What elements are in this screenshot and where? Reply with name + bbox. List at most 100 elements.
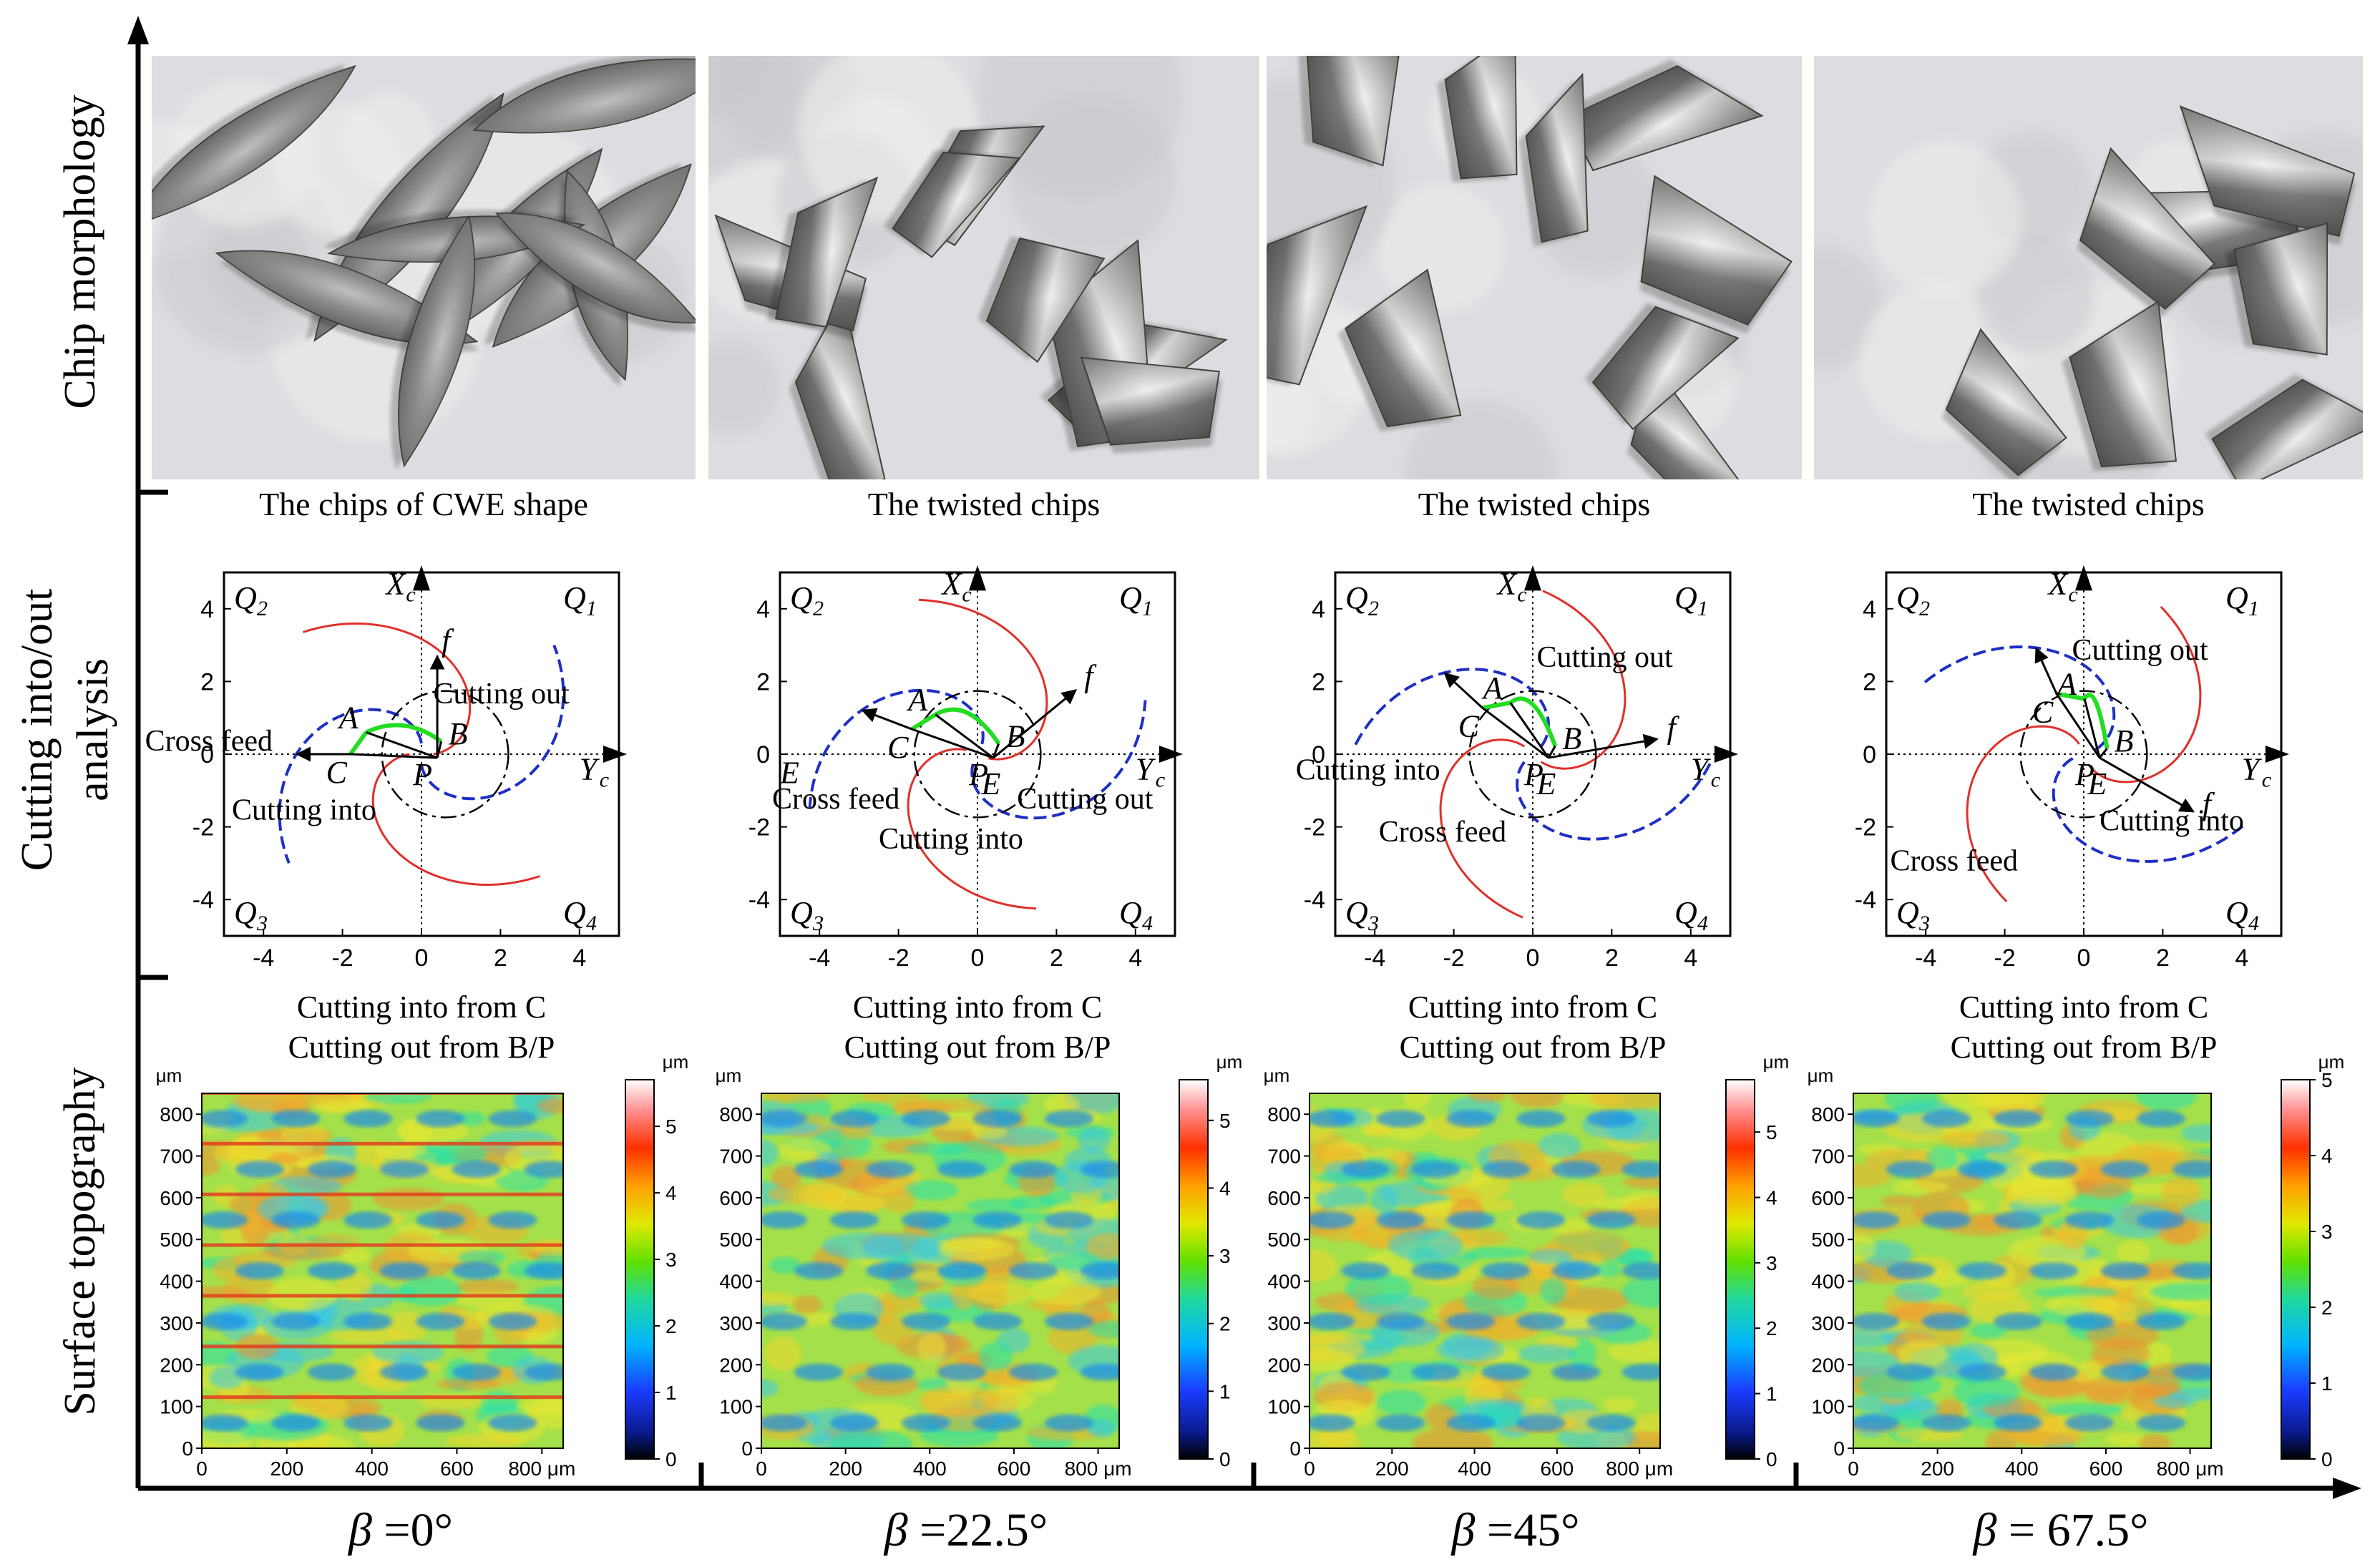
- chip-highlight: [152, 66, 355, 227]
- topo-pocket: [866, 1363, 915, 1381]
- topo-pocket: [937, 1161, 986, 1178]
- topo-pocket: [1009, 1161, 1058, 1178]
- label-cross-feed: Cross feed: [145, 725, 273, 758]
- topo-patch: [1969, 1323, 2007, 1339]
- topo-pocket: [1586, 1414, 1636, 1432]
- quadrant-label-q3: Q: [1345, 895, 1368, 930]
- feed-arrow: [1548, 733, 1659, 759]
- topo-pocket: [2137, 1211, 2185, 1229]
- topo-pocket: [2172, 1161, 2211, 1178]
- topo-pocket: [1516, 1312, 1566, 1330]
- topo-pocket: [1341, 1161, 1390, 1178]
- topo-patch: [761, 1139, 779, 1167]
- topo-patch: [1885, 1093, 1939, 1116]
- topo-pocket: [271, 1110, 321, 1128]
- topo-pocket: [902, 1110, 950, 1128]
- chip: [390, 215, 475, 470]
- topo-pocket: [1081, 1363, 1119, 1381]
- topo-patch: [1622, 1176, 1660, 1189]
- topo-y-tick-label: 600: [1267, 1187, 1301, 1209]
- topo-border: [1853, 1093, 2212, 1449]
- topo-patch: [761, 1292, 799, 1307]
- colorbar-tick-label: 5: [2321, 1069, 2333, 1091]
- topo-pocket: [235, 1262, 284, 1279]
- radius-line-B: [2098, 748, 2108, 759]
- topo-patch: [1540, 1278, 1567, 1304]
- quadrant-label-q1-subscript: 1: [586, 597, 597, 620]
- colorbar-tick-label: 5: [665, 1116, 677, 1138]
- colorbar: [1179, 1079, 1209, 1460]
- colorbar-tick-label: 0: [1219, 1448, 1231, 1470]
- quadrant-label-q3-subscript: 3: [1918, 912, 1930, 935]
- tool-path-red-2: [1540, 590, 1627, 770]
- topo-x-tick-label: 400: [355, 1458, 389, 1480]
- topo-patch: [1941, 1131, 2011, 1148]
- topo-patch: [829, 1429, 913, 1448]
- topo-y-tick-label: 500: [1267, 1229, 1301, 1251]
- topo-patch: [2140, 1342, 2172, 1370]
- topo-pocket: [973, 1414, 1022, 1432]
- yc-axis-label: Y: [1136, 752, 1156, 787]
- tool-path-red-1: [371, 753, 540, 886]
- topo-pocket: [1958, 1161, 2006, 1178]
- beta-value: =45°: [1487, 1504, 1580, 1556]
- topo-pocket: [343, 1312, 393, 1330]
- topo-pocket: [1045, 1110, 1093, 1128]
- y-tick-label: 0: [1863, 741, 1876, 768]
- y-tick-label: -4: [192, 887, 214, 914]
- topo-pocket: [973, 1211, 1022, 1229]
- topo-patch: [364, 1093, 431, 1104]
- topo-x-tick-label: 800 μm: [1065, 1458, 1132, 1480]
- topo-pocket: [1411, 1363, 1460, 1381]
- topo-pocket: [1081, 1262, 1119, 1279]
- topo-patch: [479, 1390, 519, 1416]
- topo-pocket: [937, 1262, 986, 1279]
- topo-pocket: [1958, 1262, 2006, 1279]
- topo-patch: [761, 1093, 829, 1103]
- topo-x-tick-label: 600: [2089, 1458, 2123, 1480]
- chip-photo: [152, 56, 696, 479]
- topo-y-unit: μm: [1264, 1065, 1290, 1086]
- chip-edge-green: [2056, 691, 2085, 701]
- topo-pocket: [271, 1312, 321, 1330]
- quadrant-label-q3: Q: [790, 895, 813, 930]
- label-B: B: [449, 716, 468, 751]
- tool-path-blue-1: [278, 708, 423, 864]
- topo-y-tick-label: 200: [1811, 1354, 1845, 1376]
- exit-text: Cutting out from B/P: [1951, 1030, 2218, 1065]
- topo-ridge: [202, 1344, 563, 1349]
- xc-axis-label: X: [1496, 566, 1518, 601]
- colorbar-tick-label: 2: [2321, 1297, 2333, 1319]
- yc-axis-subscript: c: [1711, 768, 1720, 792]
- x-tick-label: 2: [494, 944, 507, 972]
- y-tick-label: -4: [1855, 887, 1876, 914]
- radius-line-C: [350, 753, 438, 759]
- topo-pocket: [1853, 1312, 1899, 1330]
- y-tick-label: 2: [1312, 668, 1325, 695]
- label-P: P: [968, 757, 988, 792]
- chip-edge-green: [910, 713, 937, 731]
- topo-pocket: [2101, 1363, 2150, 1381]
- topo-patch: [861, 1234, 943, 1262]
- xc-axis-label: X: [2047, 566, 2069, 601]
- label-cross-feed: Cross feed: [1891, 845, 2018, 878]
- chip: [1639, 175, 1793, 334]
- topo-pocket: [1310, 1414, 1355, 1432]
- y-tick-label: 2: [756, 668, 770, 695]
- radius-line-A: [935, 713, 994, 759]
- colorbar-tick-label: 4: [2321, 1145, 2333, 1167]
- topo-pocket: [416, 1211, 465, 1229]
- topo-pocket: [2172, 1363, 2211, 1381]
- topo-x-tick-label: 200: [829, 1458, 862, 1480]
- topo-pocket: [524, 1363, 563, 1381]
- quadrant-label-q2: Q: [1345, 580, 1368, 615]
- chip: [1941, 328, 2067, 479]
- topo-pocket: [1045, 1312, 1093, 1330]
- topo-pocket: [1958, 1363, 2006, 1381]
- quadrant-label-q2-subscript: 2: [1919, 597, 1930, 620]
- chip-highlight: [2069, 301, 2176, 467]
- beta-symbol: β: [883, 1504, 920, 1556]
- topo-patch: [231, 1093, 310, 1111]
- quadrant-label-q1: Q: [1674, 580, 1697, 615]
